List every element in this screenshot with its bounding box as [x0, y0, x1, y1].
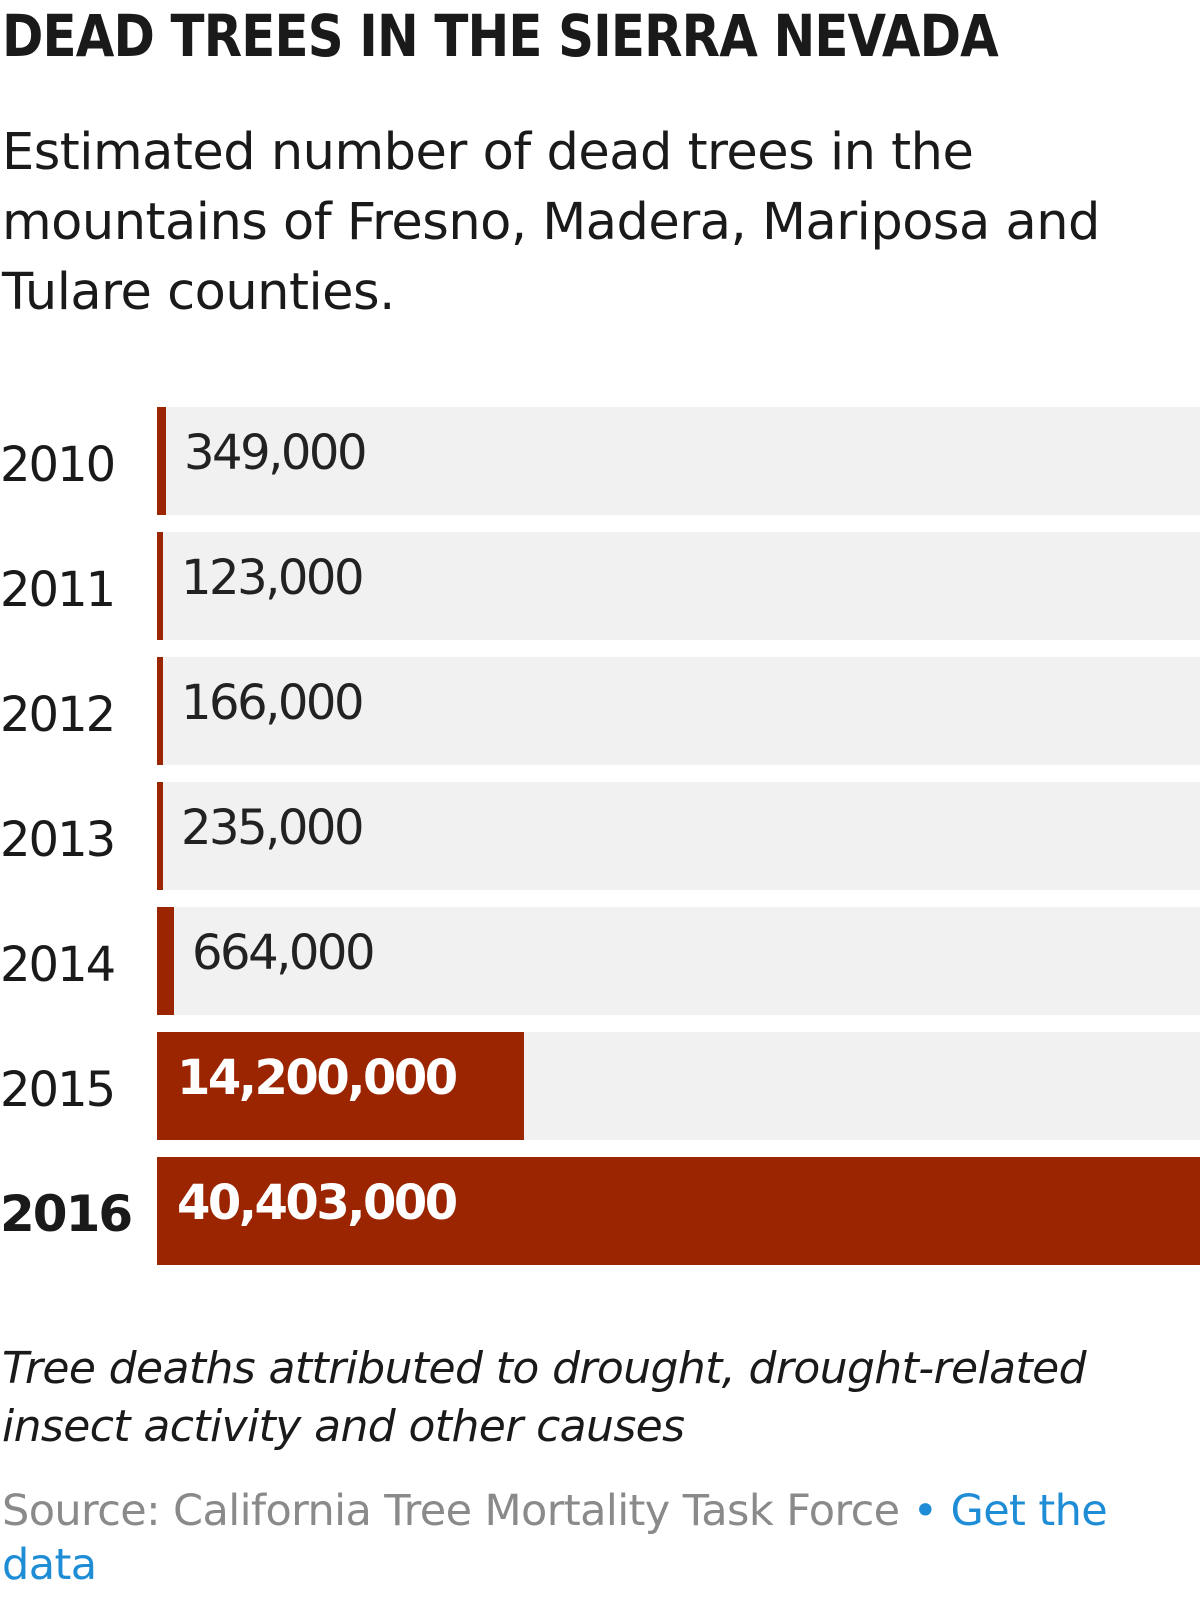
bar-2014	[157, 907, 174, 1015]
category-label-2012: 2012	[0, 687, 114, 743]
bar-track-2014	[157, 907, 1200, 1015]
bar-track-2012	[157, 657, 1200, 765]
separator-dot: •	[912, 1486, 938, 1536]
category-label-2010: 2010	[0, 437, 114, 493]
source-text: Source: California Tree Mortality Task F…	[2, 1486, 900, 1536]
get-the-data-link[interactable]: Get the data	[2, 1486, 1108, 1590]
bar-track-2013	[157, 782, 1200, 890]
chart-note: Tree deaths attributed to drought, droug…	[2, 1343, 1087, 1452]
bar-track-2011	[157, 532, 1200, 640]
value-label-2014: 664,000	[192, 925, 373, 981]
category-label-2014: 2014	[0, 937, 114, 993]
chart-title: DEAD TREES IN THE SIERRA NEVADA	[2, 2, 999, 70]
bar-2012	[157, 657, 163, 765]
bar-chart: 2010 349,000 2011 123,000 2012 166,000 2013 235…	[0, 400, 1200, 1310]
category-label-2016: 2016	[0, 1185, 131, 1243]
bar-2010	[157, 407, 166, 515]
category-label-2015: 2015	[0, 1062, 114, 1118]
chart-subtitle: Estimated number of dead trees in the mo…	[2, 123, 1100, 322]
bar-2015	[157, 1032, 524, 1140]
category-label-2011: 2011	[0, 562, 114, 618]
value-label-2012: 166,000	[181, 675, 362, 731]
value-label-2010: 349,000	[184, 425, 365, 481]
bar-chart-svg: 2010 349,000 2011 123,000 2012 166,000 2013 235…	[0, 407, 1200, 1265]
value-label-2016: 40,403,000	[177, 1175, 457, 1231]
bar-2011	[157, 532, 163, 640]
value-label-2011: 123,000	[181, 550, 362, 606]
value-label-2013: 235,000	[181, 800, 362, 856]
source-line: Source: California Tree Mortality Task F…	[2, 1484, 1192, 1592]
bar-2016	[157, 1157, 1200, 1265]
bar-track-2010	[157, 407, 1200, 515]
category-label-2013: 2013	[0, 812, 114, 868]
value-label-2015: 14,200,000	[177, 1050, 457, 1106]
bar-2013	[157, 782, 163, 890]
